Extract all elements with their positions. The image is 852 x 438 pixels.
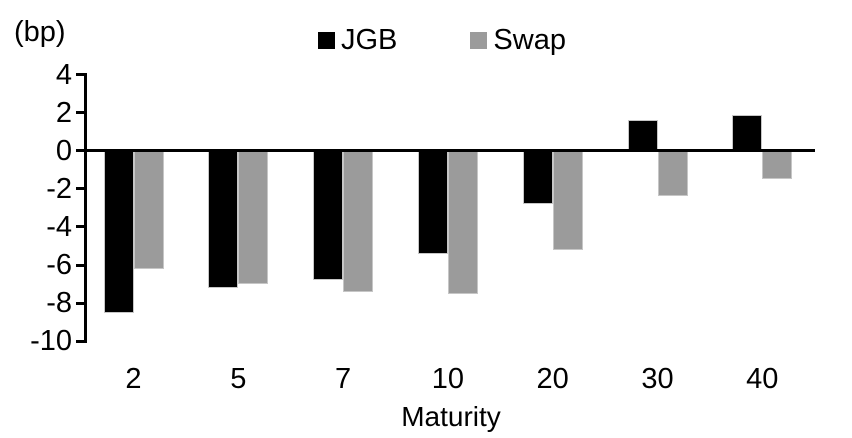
x-tick-label: 40 [746, 363, 779, 395]
x-axis-zero-line [85, 149, 815, 153]
y-tick-mark [76, 301, 85, 305]
y-tick-mark [76, 111, 85, 115]
y-tick-label: 4 [55, 58, 72, 91]
y-tick-label: -4 [46, 210, 72, 243]
legend-swatch-jgb [318, 32, 335, 49]
bar-jgb-40 [732, 114, 763, 151]
bar-jgb-2 [103, 150, 134, 313]
legend-label: JGB [341, 24, 398, 56]
bar-swap-30 [657, 150, 688, 197]
x-tick-label: 7 [335, 363, 352, 395]
y-tick-mark [76, 149, 85, 153]
bar-swap-2 [133, 150, 164, 269]
bar-swap-5 [238, 150, 269, 285]
bar-jgb-5 [208, 150, 239, 288]
y-tick-label: 0 [55, 134, 72, 167]
bar-jgb-20 [522, 150, 553, 205]
legend-label: Swap [493, 24, 566, 56]
legend-item-jgb: JGB [318, 24, 397, 57]
y-tick-mark [76, 225, 85, 229]
y-axis-unit-label: (bp) [14, 16, 66, 48]
x-tick-label: 5 [230, 363, 247, 395]
y-tick-label: 2 [55, 96, 72, 129]
legend-item-swap: Swap [470, 24, 566, 57]
y-axis-line [84, 73, 87, 343]
legend-swatch-swap [470, 32, 488, 49]
y-tick-label: -8 [46, 287, 72, 320]
y-tick-mark [76, 339, 85, 343]
bar-swap-40 [762, 150, 793, 180]
x-tick-label: 10 [431, 363, 465, 395]
x-axis-title: Maturity [401, 401, 501, 432]
bar-jgb-30 [627, 120, 658, 151]
bar-jgb-7 [313, 150, 344, 281]
x-tick-label: 20 [536, 363, 569, 395]
bar-swap-10 [447, 150, 478, 294]
y-tick-mark [76, 263, 85, 267]
x-tick-label: 2 [125, 363, 142, 395]
bar-swap-7 [343, 150, 374, 292]
x-tick-label: 30 [641, 363, 674, 395]
y-tick-mark [76, 73, 85, 76]
y-tick-label: -2 [46, 172, 72, 205]
legend: JGB Swap [318, 24, 566, 57]
y-tick-label: -10 [30, 325, 72, 358]
y-tick-mark [76, 187, 85, 191]
bar-jgb-10 [417, 150, 448, 254]
y-tick-label: -6 [46, 249, 72, 281]
bar-swap-20 [552, 150, 583, 250]
